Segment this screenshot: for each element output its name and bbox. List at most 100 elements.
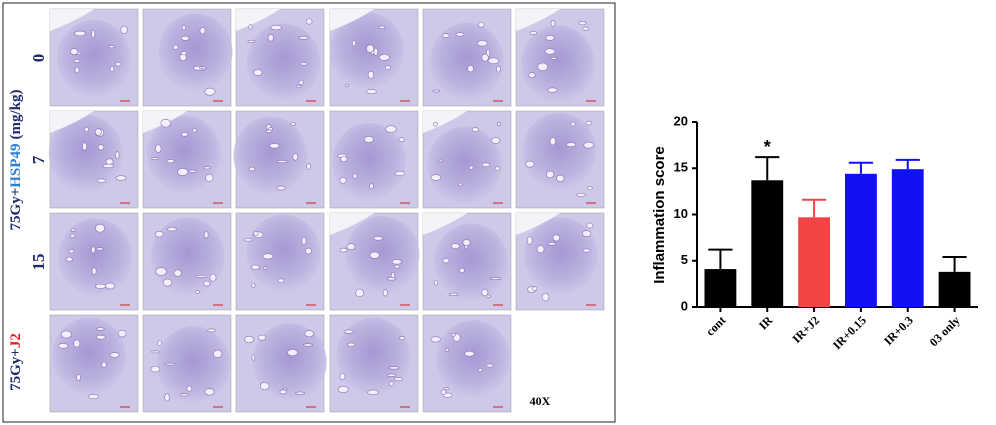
tissue-mass	[522, 112, 597, 191]
airway	[262, 253, 274, 260]
x-tick-label: 03 only	[927, 313, 963, 349]
airway	[203, 280, 211, 287]
airway	[547, 242, 557, 246]
airway	[347, 342, 356, 347]
airway	[94, 283, 107, 289]
y-tick-label: 5	[681, 252, 688, 267]
airway	[70, 48, 79, 55]
airway	[276, 159, 288, 164]
airway	[155, 267, 167, 276]
x-tick-label: IR+0.3	[881, 313, 916, 348]
airway	[91, 267, 97, 276]
airway	[276, 185, 286, 191]
airway	[96, 327, 105, 331]
airway	[265, 129, 273, 133]
airway	[487, 57, 500, 64]
airway	[478, 367, 483, 373]
airway	[394, 264, 401, 269]
tissue-tile	[329, 212, 420, 311]
airway	[70, 233, 76, 238]
tissue-tile	[49, 212, 139, 311]
airway	[352, 40, 356, 47]
airway	[477, 22, 485, 28]
airway	[450, 333, 456, 337]
tissue-tile	[422, 110, 512, 209]
tissue-mass	[146, 115, 221, 194]
airway	[485, 363, 494, 368]
tissue-mass	[345, 216, 420, 294]
row-label: 0	[29, 54, 48, 63]
airway	[394, 377, 403, 382]
airway	[525, 160, 535, 168]
airway	[177, 168, 189, 176]
airway	[251, 354, 256, 361]
airway	[248, 166, 256, 172]
tile-gap	[50, 9, 94, 31]
airway	[529, 30, 538, 35]
airway	[339, 372, 346, 381]
airway	[340, 156, 348, 163]
airway	[157, 340, 162, 347]
airway	[481, 162, 491, 168]
airway	[578, 20, 587, 26]
tissue-tile	[329, 8, 419, 107]
bar	[751, 180, 784, 307]
airway	[207, 328, 217, 333]
airway	[471, 127, 479, 133]
tile-gap	[236, 9, 280, 31]
airway	[556, 174, 565, 182]
airway	[91, 246, 96, 254]
airway	[304, 330, 315, 338]
airway	[386, 277, 396, 281]
tissue-mass	[523, 217, 598, 295]
airway	[95, 223, 106, 233]
tile-gap	[516, 9, 560, 31]
airway	[544, 48, 556, 55]
tissue-mass	[58, 218, 133, 297]
airway	[537, 62, 549, 71]
airway	[587, 186, 593, 191]
airway	[298, 35, 309, 40]
airway	[464, 350, 475, 357]
tissue-tile	[515, 212, 605, 311]
airway	[68, 249, 75, 254]
airway	[162, 278, 173, 287]
airway	[212, 349, 223, 358]
airway	[173, 44, 179, 50]
airway	[367, 389, 379, 396]
airway	[117, 329, 127, 338]
tissue-tile	[422, 314, 512, 413]
airway	[451, 243, 460, 250]
airway	[243, 238, 253, 242]
airway	[298, 79, 304, 86]
tissue-mass	[52, 317, 126, 396]
airway	[306, 163, 312, 170]
airway	[151, 350, 161, 354]
airway	[481, 53, 489, 62]
airway	[73, 59, 81, 63]
tissue-mass	[56, 19, 131, 98]
airway	[76, 373, 81, 381]
airway	[485, 294, 491, 298]
airway	[491, 137, 501, 144]
airway	[582, 26, 590, 31]
airway	[585, 120, 592, 126]
airway	[303, 343, 313, 347]
airway	[385, 125, 397, 133]
airway	[279, 389, 287, 395]
tissue-tile	[142, 110, 232, 209]
airway	[155, 144, 162, 153]
airway	[195, 275, 208, 278]
airway	[458, 182, 463, 187]
x-tick-label: cont	[703, 313, 728, 338]
bar-chart: 0 5 10 15 20 cont IR IR+J2 IR+0.15 IR+0.3 03 only *	[674, 113, 978, 352]
airway	[455, 32, 465, 37]
airway	[166, 159, 175, 164]
airway	[373, 236, 384, 241]
airway	[389, 381, 394, 387]
airway	[198, 66, 207, 70]
tile-gap	[330, 9, 374, 31]
bar	[938, 271, 971, 307]
airway	[468, 165, 474, 170]
bar	[798, 217, 831, 307]
